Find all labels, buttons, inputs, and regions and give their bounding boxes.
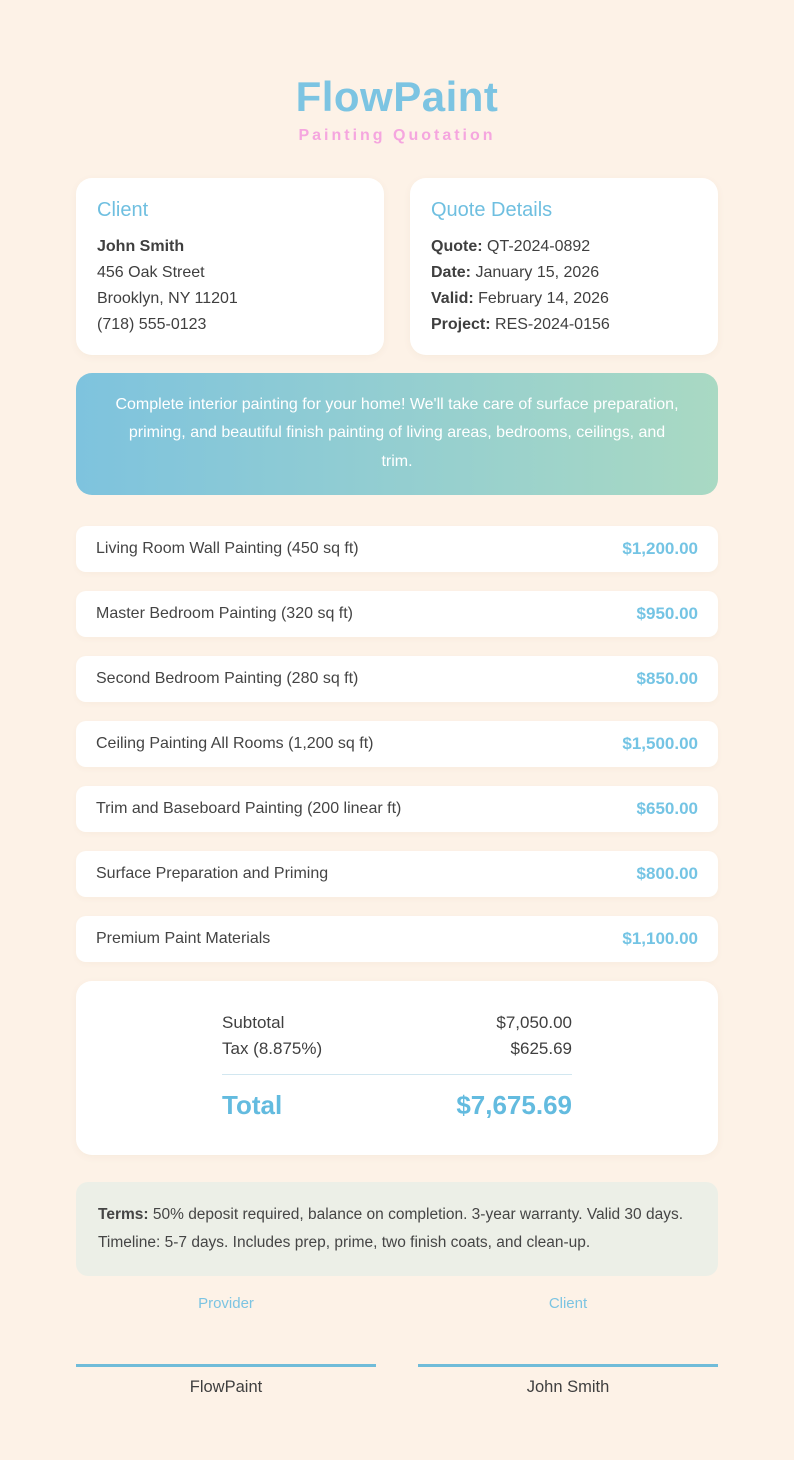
client-signature-name: John Smith — [526, 1377, 610, 1396]
line-item: Living Room Wall Painting (450 sq ft) $1… — [76, 525, 718, 572]
terms-text: Terms: 50% deposit required, balance on … — [98, 1201, 696, 1257]
line-item-price: $850.00 — [636, 668, 698, 688]
line-item-price: $1,100.00 — [622, 928, 698, 948]
info-cards-row: Client John Smith 456 Oak Street Brookly… — [76, 178, 718, 355]
line-items-list: Living Room Wall Painting (450 sq ft) $1… — [76, 525, 718, 962]
quote-valid-label: Valid: — [431, 290, 474, 308]
project-description-text: Complete interior painting for your home… — [115, 395, 679, 471]
terms-body: 50% deposit required, balance on complet… — [98, 1205, 684, 1251]
line-item: Trim and Baseboard Painting (200 linear … — [76, 785, 718, 832]
terms-label: Terms: — [98, 1205, 149, 1223]
line-item-name: Ceiling Painting All Rooms (1,200 sq ft) — [96, 734, 374, 752]
line-item: Master Bedroom Painting (320 sq ft) $950… — [76, 590, 718, 637]
client-card-heading: Client — [97, 199, 149, 222]
quote-date-row: Date: January 15, 2026 — [431, 260, 697, 286]
project-description-banner: Complete interior painting for your home… — [76, 372, 718, 495]
terms-box: Terms: 50% deposit required, balance on … — [76, 1181, 718, 1276]
quote-details-heading: Quote Details — [431, 199, 553, 222]
quote-date-label: Date: — [431, 264, 472, 282]
client-phone: (718) 555-0123 — [97, 316, 207, 334]
line-item-name: Surface Preparation and Priming — [96, 864, 329, 882]
client-address-line1: 456 Oak Street — [97, 264, 205, 282]
line-item-price: $800.00 — [636, 863, 698, 883]
tax-value: $625.69 — [510, 1038, 572, 1058]
provider-signature-block: Provider FlowPaint — [76, 1295, 376, 1397]
client-signature-block: Client John Smith — [418, 1295, 718, 1397]
line-item-name: Premium Paint Materials — [96, 929, 271, 947]
quote-number-row: Quote: QT-2024-0892 — [431, 234, 697, 260]
totals-card: Subtotal $7,050.00 Tax (8.875%) $625.69 … — [76, 980, 718, 1155]
client-signature-role: Client — [548, 1294, 588, 1312]
document-header: FlowPaint Painting Quotation — [76, 73, 718, 145]
line-item-price: $650.00 — [636, 798, 698, 818]
quote-date-value: January 15, 2026 — [475, 264, 600, 282]
client-name: John Smith — [97, 238, 185, 256]
client-card: Client John Smith 456 Oak Street Brookly… — [76, 178, 384, 355]
line-item-name: Living Room Wall Painting (450 sq ft) — [96, 539, 359, 557]
total-label: Total — [222, 1089, 283, 1120]
signatures-section: Provider FlowPaint Client John Smith — [76, 1295, 718, 1397]
subtotal-label: Subtotal — [222, 1012, 285, 1032]
quote-project-value: RES-2024-0156 — [495, 316, 610, 334]
line-item-name: Second Bedroom Painting (280 sq ft) — [96, 669, 359, 687]
line-item: Ceiling Painting All Rooms (1,200 sq ft)… — [76, 720, 718, 767]
tax-row: Tax (8.875%) $625.69 — [222, 1039, 572, 1059]
brand-logo: FlowPaint — [295, 73, 499, 120]
client-address-line2: Brooklyn, NY 11201 — [97, 290, 238, 308]
quote-valid-row: Valid: February 14, 2026 — [431, 286, 697, 312]
provider-signature-name: FlowPaint — [189, 1377, 263, 1396]
quote-number-value: QT-2024-0892 — [487, 238, 591, 256]
provider-signature-line — [76, 1363, 376, 1367]
quote-valid-value: February 14, 2026 — [478, 290, 609, 308]
line-item: Premium Paint Materials $1,100.00 — [76, 915, 718, 962]
totals-divider — [222, 1073, 572, 1075]
line-item-price: $1,200.00 — [622, 538, 698, 558]
tax-label: Tax (8.875%) — [222, 1038, 323, 1058]
provider-signature-role: Provider — [198, 1294, 254, 1312]
quote-details-card: Quote Details Quote: QT-2024-0892 Date: … — [410, 178, 718, 355]
totals-content: Subtotal $7,050.00 Tax (8.875%) $625.69 … — [222, 1013, 572, 1121]
quote-project-row: Project: RES-2024-0156 — [431, 312, 697, 338]
subtotal-value: $7,050.00 — [496, 1012, 572, 1032]
line-item-name: Master Bedroom Painting (320 sq ft) — [96, 604, 354, 622]
document-subtitle: Painting Quotation — [298, 127, 496, 145]
quote-project-label: Project: — [431, 316, 491, 334]
line-item: Surface Preparation and Priming $800.00 — [76, 850, 718, 897]
line-item-price: $950.00 — [636, 603, 698, 623]
quote-number-label: Quote: — [431, 238, 483, 256]
client-signature-line — [418, 1363, 718, 1367]
line-item-name: Trim and Baseboard Painting (200 linear … — [96, 799, 402, 817]
subtotal-row: Subtotal $7,050.00 — [222, 1013, 572, 1033]
line-item-price: $1,500.00 — [622, 733, 698, 753]
total-row: Total $7,675.69 — [222, 1090, 572, 1121]
total-value: $7,675.69 — [456, 1089, 572, 1120]
line-item: Second Bedroom Painting (280 sq ft) $850… — [76, 655, 718, 702]
